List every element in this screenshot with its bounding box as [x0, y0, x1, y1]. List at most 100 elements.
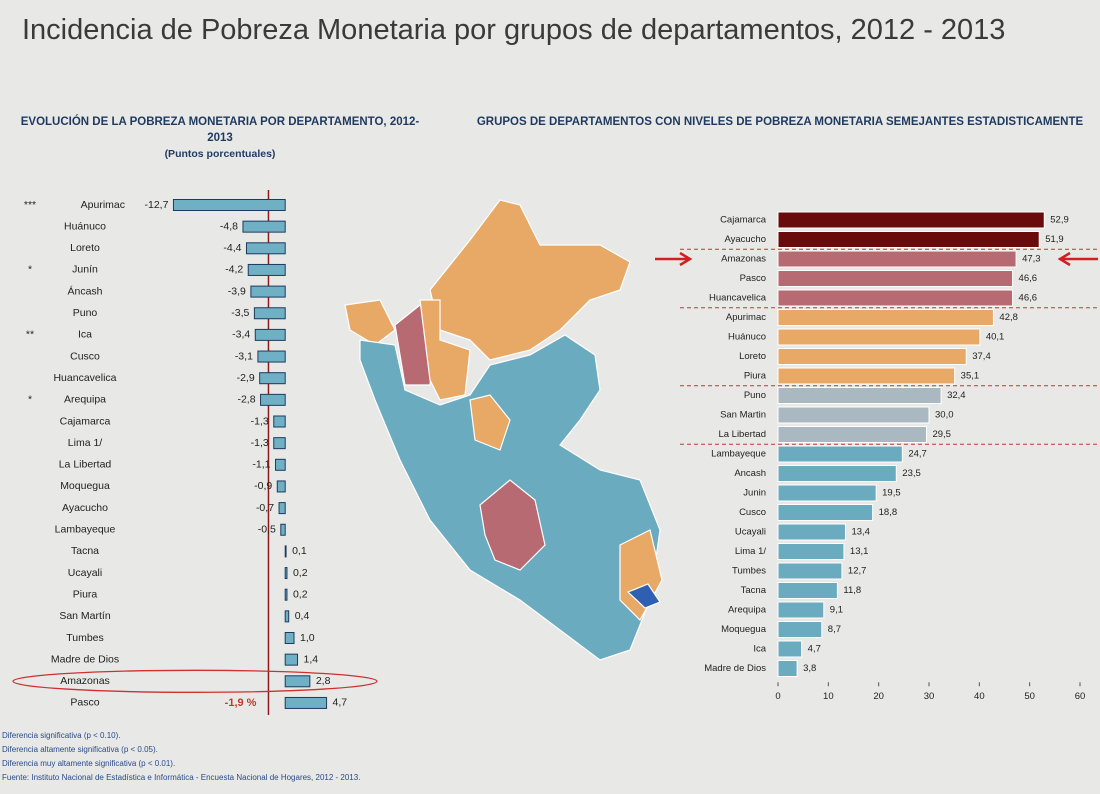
- significance-marker: *: [28, 394, 32, 406]
- data-label: -0,9: [254, 480, 272, 492]
- data-label: 40,1: [986, 332, 1005, 343]
- data-label: 0,2: [293, 567, 308, 579]
- y-tick-label: San Martín: [59, 610, 111, 622]
- data-label: 42,8: [999, 312, 1018, 323]
- bar: [247, 263, 286, 276]
- y-tick-label: Cusco: [70, 350, 100, 362]
- x-tick-label: 10: [823, 691, 834, 702]
- bar: [777, 465, 897, 482]
- data-label: 0,1: [292, 545, 307, 557]
- x-tick-label: 60: [1075, 691, 1086, 702]
- y-tick-label: Tumbes: [66, 632, 104, 644]
- y-tick-label: Junin: [743, 488, 766, 499]
- y-tick-label: San Martin: [720, 410, 766, 421]
- data-label: 3,8: [803, 663, 816, 674]
- chart-title: EVOLUCIÓN DE LA POBREZA MONETARIA POR DE…: [20, 116, 420, 144]
- map-region: [344, 299, 396, 346]
- y-tick-label: Ancash: [734, 468, 766, 479]
- bar: [777, 250, 1017, 268]
- data-label: 0,4: [295, 610, 310, 622]
- y-tick-label: Ayacucho: [62, 502, 108, 514]
- highlight: [12, 669, 378, 693]
- data-label: -4,4: [223, 242, 241, 254]
- arrow: [655, 251, 693, 267]
- y-tick-label: Amazonas: [721, 254, 766, 265]
- data-label: -4,8: [220, 220, 238, 232]
- map: [344, 199, 663, 661]
- bar: [284, 545, 287, 558]
- bar: [777, 348, 967, 365]
- y-tick-label: Lima 1/: [68, 437, 103, 449]
- bar: [777, 328, 981, 346]
- data-label: 37,4: [972, 351, 991, 362]
- bar: [284, 675, 311, 688]
- data-label: -0,7: [256, 502, 274, 514]
- data-label: 0,2: [293, 588, 308, 600]
- bar: [777, 406, 930, 424]
- bar: [284, 653, 299, 666]
- data-label: 1,0: [300, 632, 315, 644]
- bar: [777, 426, 927, 443]
- data-label: 19,5: [882, 488, 901, 499]
- x-tick-label: 30: [924, 691, 935, 702]
- data-label: 46,6: [1019, 293, 1038, 304]
- data-label: 13,1: [850, 546, 869, 557]
- chart-title: GRUPOS DE DEPARTAMENTOS CON NIVELES DE P…: [476, 116, 1084, 128]
- y-tick-label: Cajamarca: [60, 415, 111, 427]
- bar: [273, 437, 286, 450]
- y-tick-label: Loreto: [739, 351, 766, 362]
- bar: [245, 242, 286, 255]
- bar: [777, 270, 1014, 287]
- data-label: -12,7: [145, 199, 169, 211]
- footnote: Diferencia muy altamente significativa (…: [2, 759, 176, 768]
- significance-marker: *: [28, 264, 32, 276]
- map-region: [479, 479, 546, 571]
- data-label: 13,4: [851, 527, 870, 538]
- bar: [777, 387, 942, 404]
- bar: [777, 582, 838, 599]
- data-label: -1,1: [252, 459, 270, 471]
- data-label: -2,9: [237, 372, 255, 384]
- data-label: 52,9: [1050, 215, 1069, 226]
- data-label: 4,7: [333, 697, 348, 709]
- y-tick-label: Loreto: [70, 242, 100, 254]
- y-tick-label: Piura: [73, 588, 98, 600]
- y-tick-label: Tacna: [71, 545, 99, 557]
- bar: [273, 415, 286, 428]
- data-label: -3,9: [228, 285, 246, 297]
- y-tick-label: La Libertad: [59, 459, 112, 471]
- bar: [777, 621, 823, 638]
- bar: [257, 350, 286, 363]
- page-title: Incidencia de Pobreza Monetaria por grup…: [22, 14, 1006, 46]
- data-label: 12,7: [848, 566, 867, 577]
- bar: [777, 523, 846, 541]
- data-label: -2,8: [237, 394, 255, 406]
- data-label: 46,6: [1019, 273, 1038, 284]
- data-label: 29,5: [932, 429, 951, 440]
- map-region: [429, 199, 631, 361]
- y-tick-label: Huancavelica: [53, 372, 116, 384]
- y-tick-label: Tumbes: [732, 566, 766, 577]
- chart-subtitle: (Puntos porcentuales): [164, 148, 276, 160]
- significance-marker: **: [26, 329, 34, 341]
- y-tick-label: Moquegua: [60, 480, 110, 492]
- y-tick-label: Huancavelica: [709, 293, 767, 304]
- map-region: [626, 583, 661, 609]
- y-tick-label: Junín: [72, 264, 98, 276]
- footnote: Diferencia altamente significativa (p < …: [2, 745, 158, 754]
- x-tick-label: 40: [974, 691, 985, 702]
- footnote: Diferencia significativa (p < 0.10).: [2, 731, 121, 740]
- data-label: 8,7: [828, 624, 841, 635]
- annotation: -1,9 %: [225, 697, 257, 709]
- bar: [777, 660, 798, 677]
- bar: [278, 502, 286, 515]
- bar: [777, 211, 1045, 229]
- bar: [777, 309, 994, 326]
- bar: [777, 543, 845, 560]
- y-tick-label: Madre de Dios: [704, 663, 766, 674]
- x-tick-label: 0: [775, 691, 780, 702]
- bar: [172, 199, 286, 211]
- y-tick-label: Piura: [744, 371, 767, 382]
- y-tick-label: Lambayeque: [711, 449, 766, 460]
- bar: [777, 445, 903, 463]
